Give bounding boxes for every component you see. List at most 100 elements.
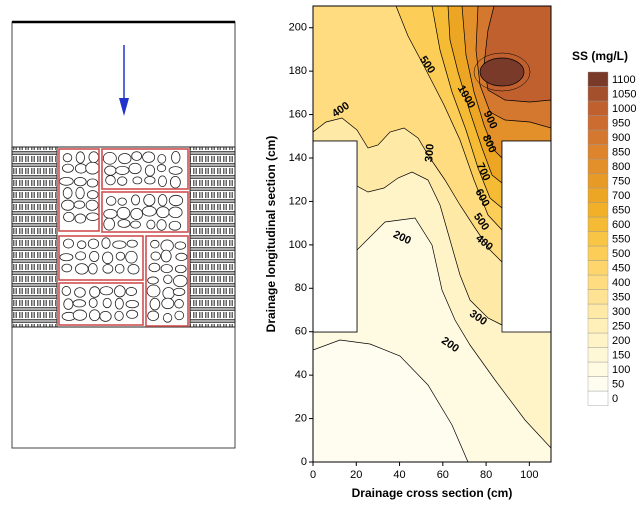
stone: [62, 187, 73, 199]
stone: [99, 311, 112, 322]
y-tick-label: 120: [289, 195, 307, 207]
stone: [75, 151, 85, 164]
stone: [162, 313, 173, 323]
stone-cage: [101, 148, 189, 190]
stone: [86, 190, 99, 200]
stone: [169, 175, 181, 189]
stone: [147, 310, 160, 322]
colorbar-swatch: [587, 115, 609, 131]
stones: [58, 148, 189, 327]
colorbar-label: 1000: [612, 103, 636, 115]
colorbar-label: 400: [612, 277, 630, 289]
colorbar-swatch: [587, 100, 609, 116]
colorbar-label: 900: [612, 132, 630, 144]
stone: [168, 206, 183, 219]
colorbar-label: 50: [612, 379, 624, 391]
stone: [125, 299, 139, 309]
colorbar-label: 1050: [612, 89, 636, 101]
colorbar-label: 450: [612, 263, 630, 275]
stone: [156, 219, 167, 231]
stone: [149, 297, 161, 311]
contour-region: [313, 339, 469, 462]
stone: [87, 238, 100, 249]
stone-cage: [58, 235, 144, 281]
colorbar-label: 200: [612, 335, 630, 347]
stone: [75, 251, 87, 261]
stone: [105, 175, 116, 186]
stone: [72, 299, 86, 308]
contour-fills: [313, 6, 551, 462]
stone: [146, 219, 156, 230]
stone: [89, 309, 101, 322]
stone: [171, 150, 181, 164]
stone: [115, 165, 130, 175]
colorbar-swatch: [587, 274, 609, 290]
stone: [146, 284, 161, 298]
y-tick-label: 0: [301, 456, 307, 468]
y-tick-label: 180: [289, 65, 307, 77]
stone: [85, 161, 100, 175]
colorbar-swatch: [587, 202, 609, 218]
stone: [125, 250, 138, 264]
stone: [168, 220, 182, 231]
stone: [172, 287, 186, 296]
stone: [131, 194, 141, 206]
stone: [163, 274, 173, 284]
stone: [102, 297, 112, 309]
colorbar-swatch: [587, 260, 609, 276]
x-tick-label: 60: [437, 469, 449, 481]
y-tick-label: 80: [295, 282, 307, 294]
stone: [150, 239, 160, 249]
stone: [114, 285, 126, 298]
colorbar-swatch: [587, 347, 609, 363]
stone: [143, 193, 156, 207]
colorbar-swatch: [587, 289, 609, 305]
y-tick-label: 100: [289, 239, 307, 251]
colorbar-label: 800: [612, 161, 630, 173]
stone: [102, 264, 114, 274]
stone: [174, 264, 187, 274]
contour-label: 300: [423, 143, 437, 162]
stone: [160, 264, 173, 274]
stone: [61, 286, 72, 296]
colorbar-label: 100: [612, 364, 630, 376]
stone: [75, 186, 85, 200]
stone: [131, 151, 143, 161]
stone: [144, 164, 156, 177]
stone: [63, 298, 74, 310]
colorbar-label: 300: [612, 306, 630, 318]
stone: [102, 151, 117, 165]
colorbar-label: 850: [612, 147, 630, 159]
stone: [117, 176, 128, 186]
colorbar-label: 0: [612, 393, 618, 405]
y-tick-label: 140: [289, 152, 307, 164]
stone: [114, 263, 125, 274]
stone: [118, 153, 132, 165]
colorbar-label: 700: [612, 190, 630, 202]
stone: [74, 213, 87, 224]
stone: [150, 251, 161, 261]
x-tick-label: 20: [350, 469, 362, 481]
stone: [117, 219, 131, 228]
stone: [147, 276, 159, 285]
stone: [142, 205, 157, 217]
y-tick-label: 160: [289, 108, 307, 120]
obstacle: [312, 140, 358, 333]
stone: [103, 217, 115, 231]
stone: [174, 310, 185, 321]
stone: [62, 163, 74, 173]
stone: [59, 253, 74, 262]
x-tick-label: 100: [520, 469, 538, 481]
stone: [101, 237, 111, 249]
stone: [126, 309, 139, 319]
colorbar-swatch: [587, 361, 609, 377]
stone: [126, 239, 138, 248]
y-axis-label: Drainage longitudinal section (cm): [264, 136, 278, 333]
stone: [86, 178, 99, 188]
colorbar-label: 1100: [612, 74, 636, 86]
y-tick-label: 60: [295, 326, 307, 338]
colorbar-swatch: [587, 332, 609, 348]
stone: [112, 240, 127, 249]
colorbar-swatch: [587, 71, 609, 87]
colorbar-label: 250: [612, 321, 630, 333]
